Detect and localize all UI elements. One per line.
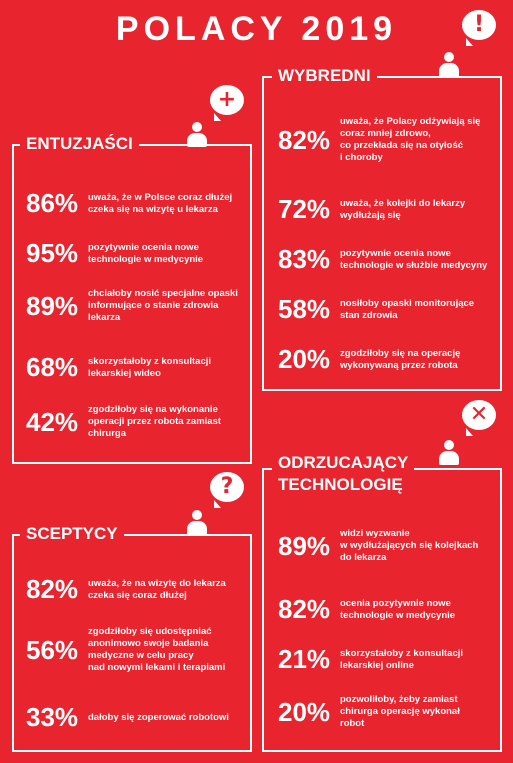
page-title: POLACY 2019 (115, 10, 398, 48)
stat-percentage: 86% (26, 188, 79, 218)
stat-row: 95% pozytywnie ocenia nowe technologie w … (26, 238, 203, 269)
stat-row: 20% zgodziłoby się na operację wykonywaną… (278, 344, 460, 375)
stat-row: 58% nosiłoby opaski monitorujące stan zdr… (278, 294, 474, 325)
person-icon (438, 52, 460, 78)
group-box-wybredni (262, 76, 502, 391)
stat-row: 83% pozytywnie ocenia nowe technologie w … (278, 244, 487, 275)
stat-percentage: 68% (26, 352, 79, 382)
group-heading-wybredni: WYBREDNI (272, 66, 377, 86)
stat-percentage: 72% (278, 194, 331, 224)
person-icon (186, 510, 208, 536)
stat-text: pozytywnie ocenia nowe technologie w medy… (88, 241, 204, 265)
stat-text: skorzystałoby z konsultacji lekarskiej wi… (88, 355, 212, 379)
stat-percentage: 33% (26, 702, 79, 732)
stat-percentage: 21% (278, 644, 331, 674)
stat-row: 89% widzi wyzwanie w wydłużających się ko… (278, 528, 478, 564)
stat-text: pozwoliłoby, żeby zamiast chirurga operac… (340, 694, 460, 729)
stat-text: skorzystałoby z konsultacji lekarskiej on… (340, 647, 464, 671)
stat-percentage: 82% (278, 594, 331, 624)
stat-percentage: 95% (26, 238, 79, 268)
stat-percentage: 58% (278, 294, 331, 324)
stat-row: 86% uważa, że w Polsce coraz dłużej czeka… (26, 188, 232, 219)
cross-icon: ✕ (462, 400, 496, 436)
stat-text: uważa, że w Polsce coraz dłużej czeka się… (88, 191, 233, 215)
stat-row: 82% ocenia pozytywnie nowe technologie w … (278, 594, 455, 625)
stat-text: zgodziłoby się udostępniać anonimowo swoj… (88, 626, 226, 673)
stat-percentage: 42% (26, 406, 79, 437)
stat-percentage: 89% (278, 530, 331, 561)
stat-row: 82% uważa, że Polacy odżywiają się coraz … (278, 116, 480, 164)
stat-percentage: 83% (278, 244, 331, 274)
stat-row: 21% skorzystałoby z konsultacji lekarskie… (278, 644, 463, 675)
group-heading-odrzucajacy: ODRZUCAJĄCY TECHNOLOGIĘ (272, 452, 415, 496)
stat-text: zgodziłoby się na wykonanie operacji prze… (88, 404, 222, 439)
stat-text: pozytywnie ocenia nowe technologie w służ… (340, 247, 488, 271)
stat-percentage: 82% (278, 124, 331, 155)
stat-text: uważa, że na wizytę do lekarza czeka się … (88, 577, 226, 601)
stat-row: 82% uważa, że na wizytę do lekarza czeka … (26, 574, 226, 605)
stat-text: chciałoby nosić specjalne opaski informuj… (88, 288, 238, 323)
stat-text: uważa, że Polacy odżywiają się coraz mnie… (340, 116, 481, 163)
plus-icon: + (210, 85, 244, 121)
stat-percentage: 20% (278, 696, 331, 727)
stat-percentage: 89% (26, 290, 79, 321)
question-icon: ? (210, 472, 244, 508)
stat-row: 20% pozwoliłoby, żeby zamiast chirurga op… (278, 694, 460, 730)
group-heading-entuzjasci: ENTUZJAŚCI (20, 134, 139, 154)
stat-percentage: 20% (278, 344, 331, 374)
person-icon (438, 440, 460, 466)
stat-row: 33% dałoby się zoperować robotowi (26, 702, 229, 733)
stat-row: 89% chciałoby nosić specjalne opaski info… (26, 288, 238, 324)
stat-text: zgodziłoby się na operację wykonywaną prz… (340, 347, 461, 371)
stat-row: 56% zgodziłoby się udostępniać anonimowo … (26, 626, 225, 674)
stat-row: 42% zgodziłoby się na wykonanie operacji … (26, 404, 221, 440)
stat-text: ocenia pozytywnie nowe technologie w medy… (340, 597, 456, 621)
group-heading-sceptycy: SCEPTYCY (20, 524, 124, 544)
exclamation-icon: ! (462, 10, 496, 46)
stat-percentage: 82% (26, 574, 79, 604)
stat-text: nosiłoby opaski monitorujące stan zdrowia (340, 297, 475, 321)
stat-percentage: 56% (26, 634, 79, 665)
stat-text: widzi wyzwanie w wydłużających się kolejk… (340, 528, 479, 563)
group-box-sceptycy (12, 534, 252, 752)
person-icon (186, 122, 208, 148)
stat-row: 68% skorzystałoby z konsultacji lekarskie… (26, 352, 211, 383)
stat-row: 72% uważa, że kolejki do lekarzy wydłużaj… (278, 194, 465, 225)
stat-text: dałoby się zoperować robotowi (88, 711, 229, 723)
stat-text: uważa, że kolejki do lekarzy wydłużają si… (340, 197, 466, 221)
